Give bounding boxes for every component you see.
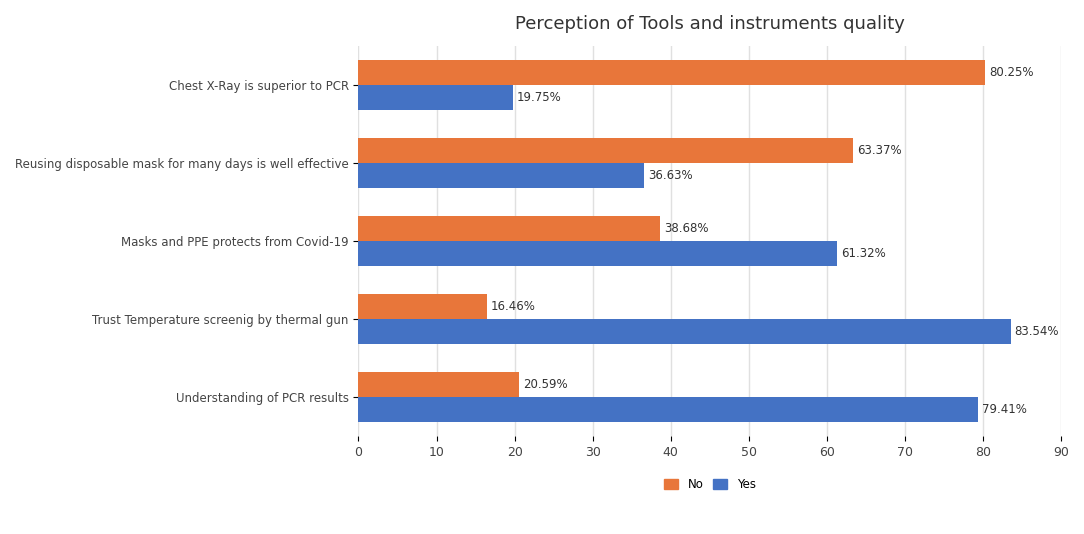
Legend: No, Yes: No, Yes <box>659 474 760 496</box>
Bar <box>359 60 985 85</box>
Text: 38.68%: 38.68% <box>664 222 709 235</box>
Text: 16.46%: 16.46% <box>491 300 535 313</box>
Bar <box>359 372 519 397</box>
Bar <box>359 85 513 110</box>
Text: 63.37%: 63.37% <box>857 144 902 157</box>
Bar <box>359 138 853 163</box>
Text: 19.75%: 19.75% <box>517 91 562 104</box>
Text: 36.63%: 36.63% <box>648 169 693 182</box>
Bar <box>359 397 979 422</box>
Text: 79.41%: 79.41% <box>982 403 1028 417</box>
Bar <box>359 216 660 241</box>
Text: 83.54%: 83.54% <box>1015 325 1059 338</box>
Bar <box>359 241 837 266</box>
Text: 20.59%: 20.59% <box>524 378 568 391</box>
Bar <box>359 163 644 188</box>
Text: 80.25%: 80.25% <box>989 66 1033 78</box>
Bar <box>359 294 487 319</box>
Bar <box>359 319 1010 344</box>
Title: Perception of Tools and instruments quality: Perception of Tools and instruments qual… <box>515 15 905 33</box>
Text: 61.32%: 61.32% <box>841 247 886 260</box>
